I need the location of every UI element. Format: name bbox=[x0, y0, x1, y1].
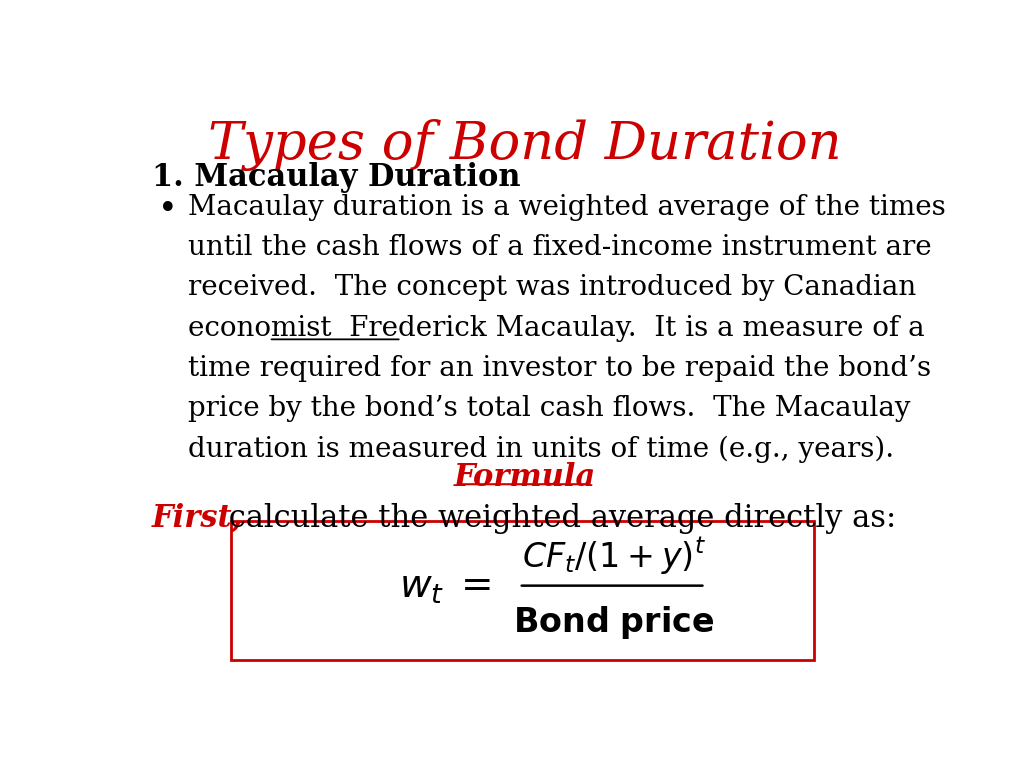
Text: $w_t \;=\;$: $w_t \;=\;$ bbox=[399, 569, 492, 606]
Text: Types of Bond Duration: Types of Bond Duration bbox=[208, 119, 842, 170]
Text: calculate the weighted average directly as:: calculate the weighted average directly … bbox=[219, 503, 897, 535]
Text: received.  The concept was introduced by Canadian: received. The concept was introduced by … bbox=[187, 274, 915, 301]
Text: 1. Macaulay Duration: 1. Macaulay Duration bbox=[152, 162, 520, 193]
Text: •: • bbox=[158, 194, 178, 226]
Text: First,: First, bbox=[152, 503, 243, 535]
Text: until the cash flows of a fixed-income instrument are: until the cash flows of a fixed-income i… bbox=[187, 234, 931, 261]
Text: $\bf{Bond\ price}$: $\bf{Bond\ price}$ bbox=[513, 604, 715, 641]
FancyBboxPatch shape bbox=[231, 521, 814, 660]
Text: Formula: Formula bbox=[454, 462, 596, 493]
Text: $CF_t/(1 + y)^t$: $CF_t/(1 + y)^t$ bbox=[522, 536, 707, 578]
Text: duration is measured in units of time (e.g., years).: duration is measured in units of time (e… bbox=[187, 435, 894, 462]
Text: Macaulay duration is a weighted average of the times: Macaulay duration is a weighted average … bbox=[187, 194, 945, 221]
Text: time required for an investor to be repaid the bond’s: time required for an investor to be repa… bbox=[187, 355, 931, 382]
Text: economist  Frederick Macaulay.  It is a measure of a: economist Frederick Macaulay. It is a me… bbox=[187, 315, 924, 342]
Text: price by the bond’s total cash flows.  The Macaulay: price by the bond’s total cash flows. Th… bbox=[187, 395, 910, 422]
